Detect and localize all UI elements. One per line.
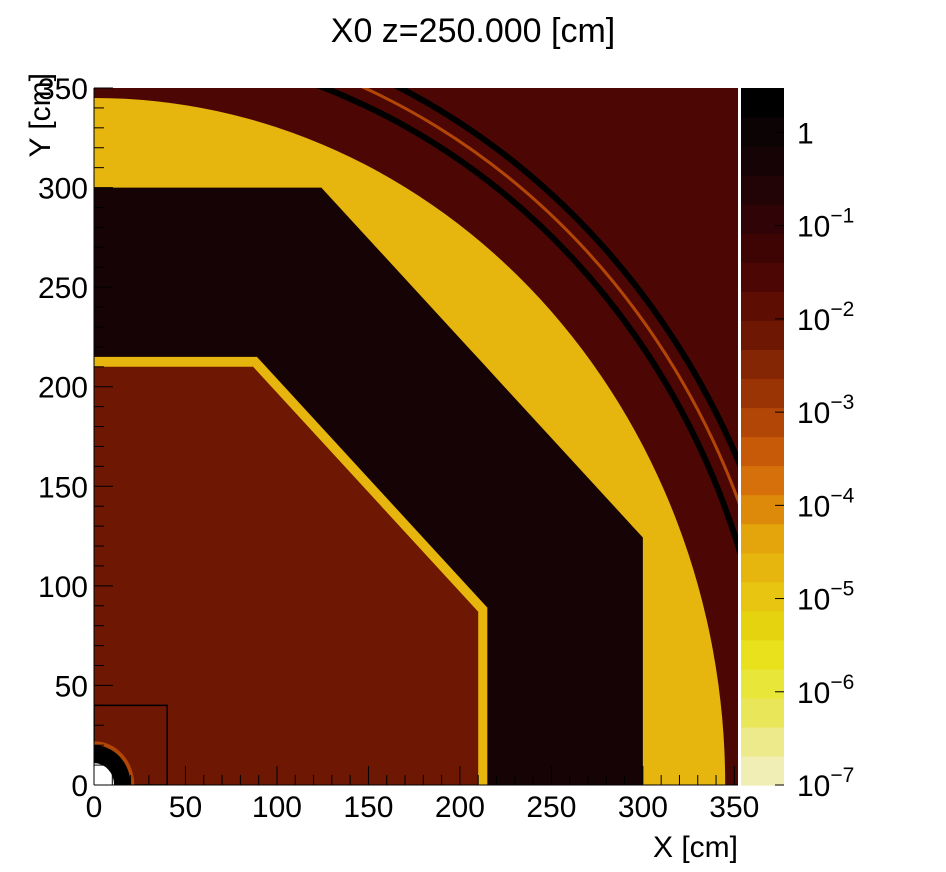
- y-tick-label: 250: [38, 272, 88, 305]
- colorbar-segment: [741, 320, 784, 350]
- x-tick-label: 200: [435, 791, 485, 824]
- y-tick-label: 150: [38, 471, 88, 504]
- colorbar-segment: [741, 668, 784, 699]
- heatmap-regions: [94, 88, 738, 785]
- colorbar-segment: [741, 146, 784, 176]
- plot-area: [94, 88, 738, 785]
- colorbar-segment: [741, 726, 784, 757]
- axes: 0 50 100 150 200 250 300 350 0 50 100 150 200 250 300 3…: [38, 73, 759, 824]
- x-tick-label: 50: [169, 791, 202, 824]
- colorbar-segment: [741, 523, 784, 554]
- y-tick-label: 50: [55, 670, 88, 703]
- colorbar-tick-label: 10−4: [797, 484, 855, 523]
- colorbar-tick-label: 10−3: [797, 391, 854, 430]
- colorbar-segment: [741, 755, 784, 786]
- y-tick-label: 100: [38, 571, 88, 604]
- colorbar-segment: [741, 436, 784, 467]
- x-tick-label: 350: [709, 791, 759, 824]
- region-inner-octagon-body: [94, 366, 479, 785]
- colorbar-segment: [741, 349, 784, 380]
- colorbar-tick-label: 10−1: [797, 205, 854, 244]
- colorbar-segment: [741, 610, 784, 641]
- colorbar-segment: [741, 697, 784, 728]
- colorbar-tick-label: 10−5: [797, 578, 854, 617]
- region-corner-ring-1: [361, 88, 738, 505]
- chart-title: X0 z=250.000 [cm]: [331, 12, 615, 50]
- y-tick-label: 200: [38, 372, 88, 405]
- x-axis-label: X [cm]: [653, 831, 738, 864]
- colorbar-segment: [741, 88, 784, 118]
- colorbar-segment: [741, 175, 784, 205]
- colorbar-segment: [741, 581, 784, 612]
- x-tick-label: 100: [252, 791, 302, 824]
- colorbar-segment: [741, 233, 784, 263]
- x-tick-label: 300: [618, 791, 668, 824]
- colorbar-segment: [741, 465, 784, 496]
- colorbar-segment: [741, 117, 784, 147]
- y-tick-label: 0: [71, 770, 88, 803]
- region-corner-ring-2: [393, 88, 738, 468]
- region-corner-ring-0: [316, 88, 738, 556]
- colorbar-segment: [741, 262, 784, 292]
- y-tick-label: 300: [38, 173, 88, 206]
- x-tick-label: 0: [86, 791, 103, 824]
- x-tick-label: 150: [343, 791, 393, 824]
- colorbar: 10−7 10−6 10−5 10−4 10−3 10−2 10−1 1: [741, 88, 855, 803]
- x-tick-label: 250: [526, 791, 576, 824]
- colorbar-tick-label: 10−2: [797, 298, 854, 337]
- colorbar-segment: [741, 378, 784, 409]
- colorbar-segment: [741, 494, 784, 525]
- colorbar-tick-label: 10−6: [797, 671, 854, 710]
- region-beam-vacuum: [94, 763, 115, 785]
- colorbar-segment: [741, 291, 784, 321]
- colorbar-segment: [741, 552, 784, 583]
- y-axis-label: Y [cm]: [24, 73, 57, 157]
- colorbar-segment: [741, 639, 784, 670]
- y-tick-label: 350: [38, 73, 88, 106]
- colorbar-segment: [741, 204, 784, 234]
- colorbar-tick-label: 10−7: [797, 764, 854, 803]
- colorbar-tick-label: 1: [797, 117, 814, 150]
